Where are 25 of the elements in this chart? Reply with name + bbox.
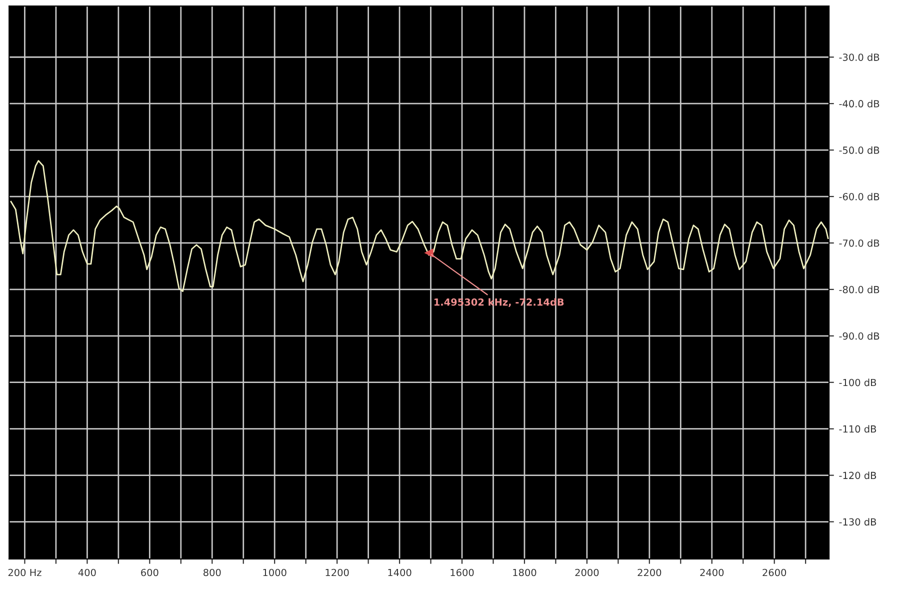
- x-tick-label: 600: [141, 568, 158, 576]
- y-tick-label: -110 dB: [839, 425, 876, 433]
- y-tick-label: -130 dB: [839, 518, 876, 526]
- y-tick-label: -60.0 dB: [839, 192, 880, 200]
- y-tick-label: -30.0 dB: [839, 53, 880, 61]
- x-tick-label: 800: [204, 568, 221, 576]
- y-tick-label: -80.0 dB: [839, 286, 880, 294]
- x-tick-label: 1400: [388, 568, 412, 576]
- y-tick-label: -120 dB: [839, 472, 876, 480]
- x-tick-label: 2600: [762, 568, 786, 576]
- x-tick-label: 1000: [263, 568, 286, 576]
- x-tick-label: 2000: [575, 568, 599, 576]
- x-tick-label: 1800: [513, 568, 536, 576]
- x-tick-label: 400: [78, 568, 96, 576]
- y-tick-label: -70.0 dB: [839, 239, 880, 247]
- x-tick-label: 2200: [638, 568, 662, 576]
- y-tick-label: -100 dB: [839, 378, 876, 386]
- x-tick-label: 2400: [700, 568, 724, 576]
- y-tick-label: -90.0 dB: [839, 332, 880, 340]
- y-tick-label: -40.0 dB: [839, 100, 880, 108]
- x-tick-label: 1200: [326, 568, 349, 576]
- line-series: [10, 160, 829, 292]
- y-tick-label: -50.0 dB: [839, 146, 880, 154]
- x-tick-label: 1600: [450, 568, 474, 576]
- x-tick-label: 200 Hz: [8, 568, 42, 576]
